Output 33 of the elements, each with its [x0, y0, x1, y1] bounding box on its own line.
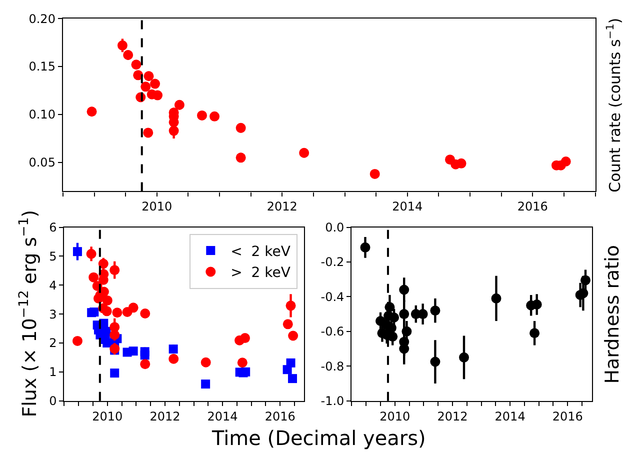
y-tick-label: 6	[49, 220, 57, 234]
x-axis-title: Time (Decimal years)	[211, 426, 426, 450]
x-tick-label: 2014	[207, 409, 238, 424]
x-tick-label: 2012	[150, 409, 180, 424]
x-tick-label: 2012	[437, 409, 468, 424]
legend-label: > 2 keV	[230, 265, 291, 282]
x-tick-label: 2014	[392, 200, 423, 214]
y-tick-label: -0.6	[320, 324, 344, 339]
y-tick-label: 4	[49, 278, 57, 292]
y-tick-label: -0.8	[320, 359, 344, 374]
x-tick-label: 2016	[517, 200, 548, 214]
y-tick-label: -1.0	[320, 394, 344, 408]
x-tick-label: 2010	[92, 409, 123, 424]
y-tick-label: 2	[49, 336, 57, 350]
x-tick-label: 2014	[494, 409, 526, 424]
y-tick-label: -0.2	[320, 255, 344, 270]
x-tick-label: 2016	[264, 409, 296, 424]
y-tick-label: 3	[49, 307, 57, 322]
y-tick-label: 0	[49, 394, 57, 408]
legend-label: < 2 keV	[230, 244, 291, 260]
x-tick-label: 2010	[142, 200, 172, 214]
y-tick-label: 1	[49, 365, 57, 380]
y-tick-label: 0.10	[28, 108, 56, 122]
y-tick-label: -0.4	[320, 290, 344, 304]
y-tick-label: 5	[49, 249, 57, 264]
x-tick-label: 2012	[266, 200, 298, 214]
y-tick-label: 0.05	[28, 156, 56, 170]
y-tick-label: 0.20	[28, 12, 56, 26]
y-tick-label: 0.0	[325, 220, 344, 234]
y-axis-title: Hardness ratio	[602, 244, 624, 384]
x-tick-label: 2010	[380, 409, 410, 424]
x-tick-label: 2016	[552, 409, 583, 424]
y-tick-label: 0.15	[28, 60, 56, 74]
